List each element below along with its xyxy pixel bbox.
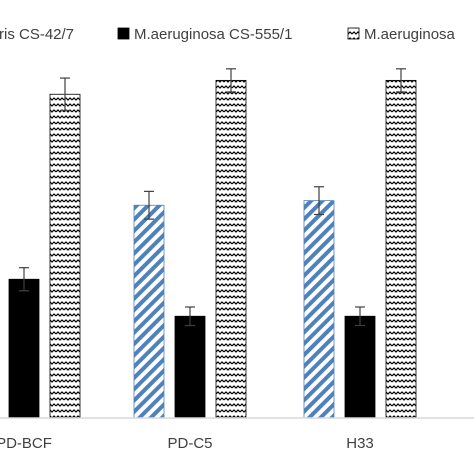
bar-ris-cs-42-7-pd-c5 <box>133 204 165 419</box>
bar-m-aeruginosa-h33 <box>385 79 417 419</box>
error-bar <box>226 68 236 93</box>
bar-m-aeruginosa-pd-bcf <box>49 93 81 419</box>
error-bar <box>314 186 324 216</box>
error-bar <box>396 68 406 93</box>
bar-m-aeruginosa-pd-c5 <box>215 79 247 419</box>
x-tick-label: PD-BCF <box>0 435 52 452</box>
legend-label: M.aeruginosa CS-555/1 <box>134 26 292 43</box>
bars <box>8 79 417 419</box>
error-bar <box>144 190 154 220</box>
bar-ris-cs-42-7-h33 <box>303 200 335 419</box>
legend-item: ris CS-42/7 <box>0 26 74 43</box>
error-bar <box>60 77 70 112</box>
bar-m-aeruginosa-cs-555-1-h33 <box>344 315 376 419</box>
x-tick-labels: PD-BCF PD-C5 H33 <box>0 435 374 452</box>
bar-m-aeruginosa-cs-555-1-pd-c5 <box>174 315 206 419</box>
legend-swatch <box>347 27 360 40</box>
bar-m-aeruginosa-cs-555-1-pd-bcf <box>8 278 40 419</box>
error-bar <box>355 306 365 327</box>
x-tick-label: PD-C5 <box>167 435 212 452</box>
error-bar <box>185 306 195 327</box>
error-bars <box>19 68 406 327</box>
legend: ris CS-42/7 M.aeruginosa CS-555/1 M.aerugi… <box>0 26 456 43</box>
legend-item: M.aeruginosa <box>347 26 456 43</box>
error-bar <box>19 267 29 292</box>
legend-label: M.aeruginosa <box>364 26 456 43</box>
legend-item: M.aeruginosa CS-555/1 <box>117 26 292 43</box>
legend-label: ris CS-42/7 <box>0 26 74 43</box>
x-tick-label: H33 <box>346 435 374 452</box>
legend-swatch <box>117 27 130 40</box>
